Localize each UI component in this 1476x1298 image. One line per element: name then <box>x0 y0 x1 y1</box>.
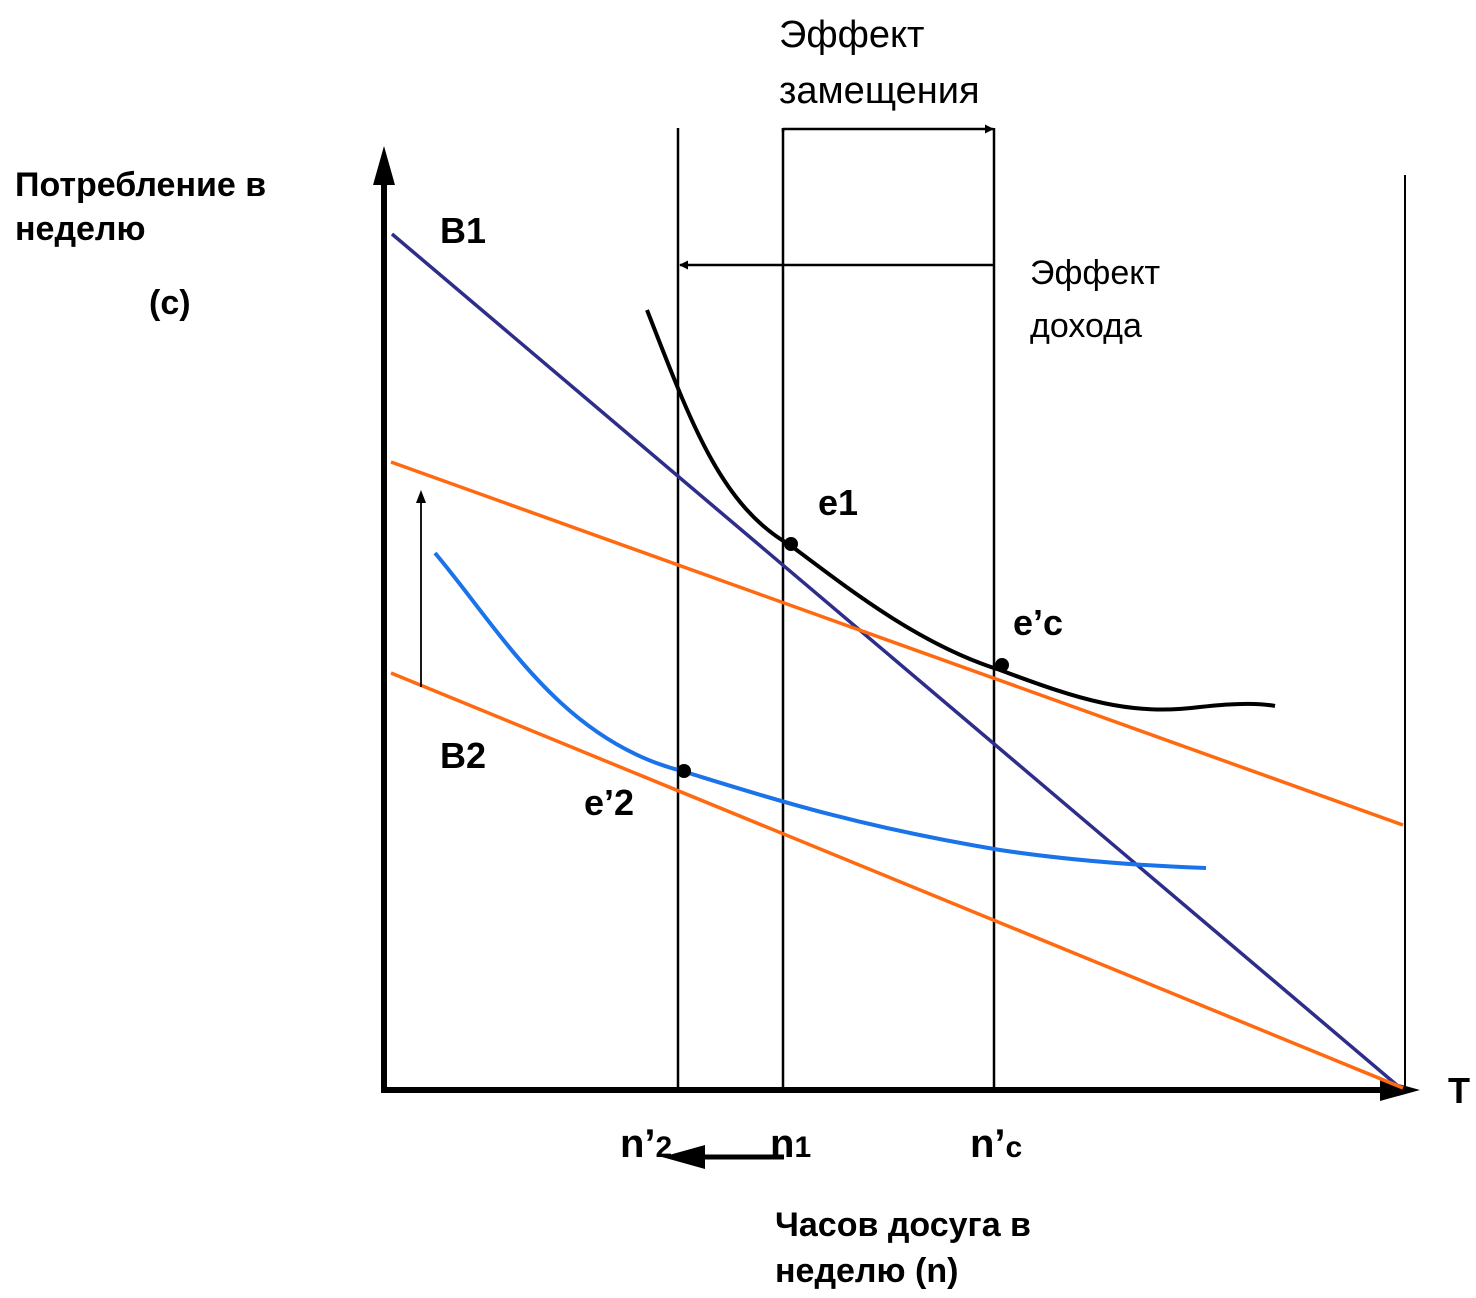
budget-line-b1 <box>390 232 1400 1088</box>
budget-label-b2: B2 <box>440 735 486 776</box>
budget-label-b1: B1 <box>440 210 486 251</box>
substitution-effect-label-line2: замещения <box>779 70 980 112</box>
tick-label-n1: n1 <box>770 1122 811 1166</box>
tick-label-n2: n’2 <box>620 1122 672 1166</box>
substitution-effect-label-line1: Эффект <box>779 14 924 56</box>
x-axis-label-line1: Часов досуга в <box>775 1206 1031 1244</box>
total-time-label: T <box>1448 1070 1470 1111</box>
point-ec <box>995 658 1009 672</box>
y-axis-label-line1: Потребление в <box>15 166 266 204</box>
indifference-curve-high <box>645 309 1276 712</box>
leisure-change-arrowhead <box>662 1145 705 1169</box>
tick-label-nc: n’c <box>970 1122 1022 1166</box>
y-axis-label-line3: (c) <box>149 284 191 322</box>
income-effect-label-line1: Эффект <box>1030 254 1160 292</box>
income-effect-label-line2: дохода <box>1030 307 1142 345</box>
budget-line-b2 <box>390 671 1404 1090</box>
point-e1 <box>784 537 798 551</box>
y-axis-label-line2: неделю <box>15 210 146 248</box>
budget-line-compensated <box>390 460 1404 827</box>
x-axis-label-line2: неделю (n) <box>775 1252 958 1290</box>
budget-shift-arrowhead <box>416 490 426 503</box>
y-axis-arrowhead <box>373 146 395 185</box>
indifference-curve-low <box>433 551 1207 870</box>
point-e2 <box>677 764 691 778</box>
point-label-e1: e1 <box>818 482 858 523</box>
point-label-ec: e’c <box>1013 602 1063 643</box>
point-label-e2: e’2 <box>584 782 634 823</box>
